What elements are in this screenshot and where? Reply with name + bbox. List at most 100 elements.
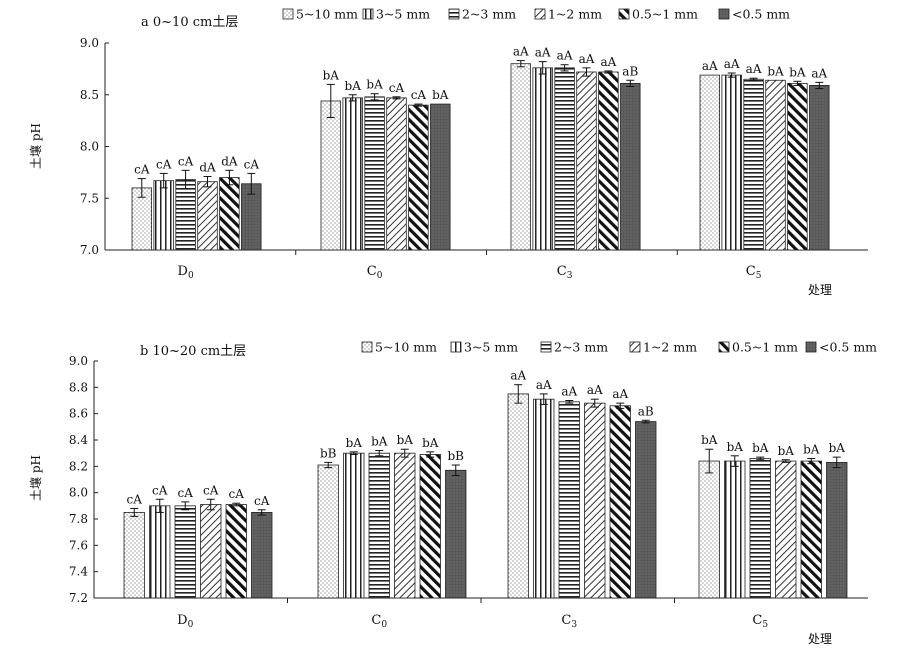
significance-label: cA: [389, 81, 405, 95]
bar: [721, 74, 742, 251]
y-tick-label: 7.6: [69, 538, 88, 552]
legend-label: 3~5 mm: [464, 340, 518, 355]
significance-label: cA: [134, 163, 150, 177]
significance-label: dA: [221, 154, 238, 168]
bar: [775, 460, 797, 599]
bar: [175, 179, 196, 251]
x-category-label: C5: [752, 613, 768, 630]
legend-label: 1~2 mm: [643, 340, 697, 355]
significance-label: aA: [536, 378, 552, 392]
x-category-label: D0: [178, 264, 194, 281]
bar: [800, 460, 822, 599]
y-tick-label: 8.0: [80, 140, 99, 154]
legend-label: 5~10 mm: [375, 340, 437, 355]
y-tick-label: 8.8: [69, 380, 88, 394]
significance-label: bA: [432, 88, 449, 102]
bar: [743, 78, 764, 251]
significance-label: bA: [371, 435, 388, 449]
chart-b-xlabel: 处理: [808, 632, 832, 646]
legend-swatch: [618, 8, 630, 20]
legend-label: <0.5 mm: [732, 7, 790, 22]
legend-label: 1~2 mm: [548, 7, 602, 22]
y-tick-label: 7.2: [69, 591, 88, 605]
bar: [809, 85, 830, 251]
significance-label: cA: [254, 494, 270, 508]
significance-label: cA: [178, 486, 194, 500]
legend-swatch: [805, 341, 817, 353]
significance-label: aB: [638, 404, 654, 418]
bar: [342, 97, 363, 251]
legend-label: <0.5 mm: [819, 340, 877, 355]
bar: [317, 464, 339, 599]
chart-a-title: a 0~10 cm土层: [141, 15, 238, 30]
bar: [251, 512, 273, 599]
bar: [698, 460, 720, 599]
significance-label: bA: [803, 442, 820, 456]
significance-label: bA: [789, 65, 806, 79]
legend-swatch: [282, 8, 294, 20]
x-category-label: C5: [746, 264, 762, 281]
bar: [699, 74, 721, 251]
significance-label: bA: [422, 436, 439, 450]
bar: [558, 401, 580, 599]
legend-label: 2~3 mm: [554, 340, 608, 355]
bar: [609, 405, 631, 599]
bar: [507, 393, 529, 599]
chart-a-xlabel: 处理: [808, 283, 832, 297]
significance-label: bB: [448, 449, 465, 463]
significance-label: aB: [622, 64, 638, 78]
significance-label: cA: [411, 88, 427, 102]
bar: [765, 79, 786, 251]
y-tick-label: 8.2: [69, 459, 88, 473]
bar: [123, 512, 145, 599]
y-tick-label: 8.4: [69, 433, 88, 447]
bar: [620, 82, 641, 251]
legend-label: 0.5~1 mm: [632, 7, 698, 22]
significance-label: cA: [178, 154, 194, 168]
bar: [533, 398, 555, 599]
significance-label: bA: [752, 441, 769, 455]
bar: [510, 63, 532, 251]
significance-label: dA: [199, 161, 216, 175]
bar: [200, 504, 222, 599]
x-category-label: C0: [367, 264, 383, 281]
x-category-label: C0: [371, 613, 387, 630]
legend-label: 0.5~1 mm: [732, 340, 798, 355]
y-tick-label: 7.0: [80, 243, 99, 257]
significance-label: aA: [746, 62, 762, 76]
bar: [532, 67, 553, 251]
x-category-label: D0: [177, 613, 193, 630]
significance-label: aA: [535, 46, 551, 60]
legend-swatch: [629, 341, 641, 353]
bar: [826, 461, 848, 599]
bar: [584, 402, 606, 599]
significance-label: bB: [320, 446, 337, 460]
y-tick-label: 7.5: [80, 191, 99, 205]
legend-label: 3~5 mm: [376, 7, 430, 22]
bar: [445, 469, 467, 599]
y-tick-label: 9.0: [69, 354, 88, 368]
bar: [419, 454, 441, 599]
y-tick-label: 8.5: [80, 88, 99, 102]
y-tick-label: 7.8: [69, 512, 88, 526]
legend-swatch: [718, 341, 730, 353]
bar: [598, 71, 619, 251]
significance-label: bA: [366, 78, 383, 92]
significance-label: aA: [510, 369, 526, 383]
bar: [343, 452, 365, 599]
bar: [749, 458, 771, 599]
y-tick-label: 8.6: [69, 407, 88, 421]
x-category-label: C3: [561, 613, 577, 630]
significance-label: bA: [701, 433, 718, 447]
significance-label: aA: [587, 383, 603, 397]
y-tick-label: 7.4: [69, 565, 88, 579]
significance-label: cA: [127, 492, 143, 506]
significance-label: bA: [767, 64, 784, 78]
bar: [320, 100, 342, 251]
bar: [219, 177, 240, 251]
bar: [153, 180, 174, 251]
x-category-label: C3: [557, 264, 573, 281]
bar: [149, 505, 171, 599]
legend-label: 5~10 mm: [296, 7, 358, 22]
